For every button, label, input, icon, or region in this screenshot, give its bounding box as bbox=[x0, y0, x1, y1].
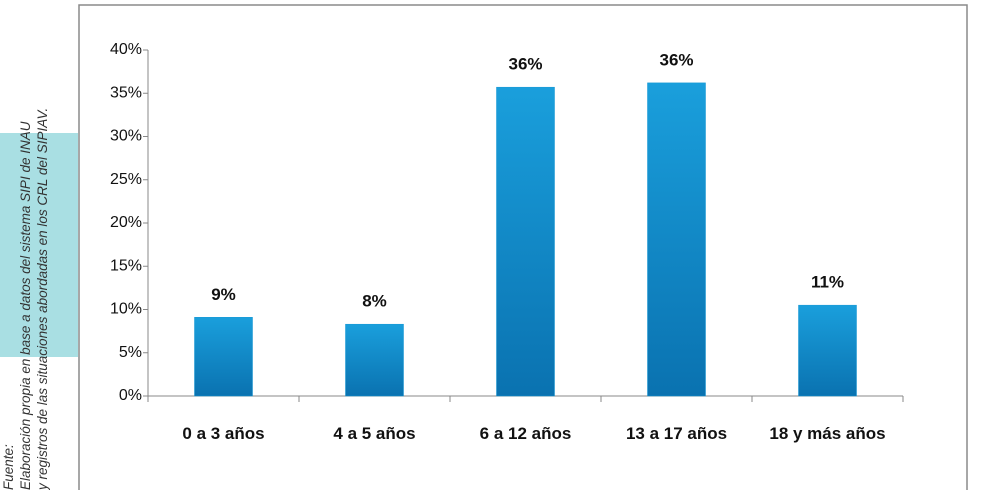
data-label: 36% bbox=[659, 50, 693, 69]
x-tick-label: 0 a 3 años bbox=[182, 424, 265, 443]
y-tick-label: 35% bbox=[110, 84, 142, 101]
y-tick-label: 0% bbox=[119, 387, 142, 404]
data-label: 11% bbox=[811, 273, 844, 292]
bar bbox=[194, 317, 253, 397]
y-tick-label: 30% bbox=[110, 128, 142, 145]
x-tick-label: 6 a 12 años bbox=[479, 424, 572, 443]
y-tick-label: 5% bbox=[119, 344, 142, 361]
chart-frame bbox=[78, 4, 968, 490]
y-tick-label: 15% bbox=[110, 257, 142, 274]
data-label: 8% bbox=[362, 292, 387, 311]
y-tick-label: 25% bbox=[110, 171, 142, 188]
x-tick-label: 4 a 5 años bbox=[333, 424, 416, 443]
data-label: 36% bbox=[508, 55, 542, 74]
data-label: 9% bbox=[211, 285, 236, 304]
bar bbox=[496, 86, 555, 397]
bar bbox=[345, 323, 404, 397]
bar bbox=[647, 82, 706, 397]
side-band bbox=[0, 133, 78, 357]
y-tick-label: 40% bbox=[110, 41, 142, 58]
bar bbox=[798, 304, 857, 397]
x-tick-label: 18 y más años bbox=[769, 424, 886, 443]
y-tick-label: 10% bbox=[110, 301, 142, 318]
x-tick-label: 13 a 17 años bbox=[625, 424, 728, 443]
y-tick-label: 20% bbox=[110, 214, 142, 231]
